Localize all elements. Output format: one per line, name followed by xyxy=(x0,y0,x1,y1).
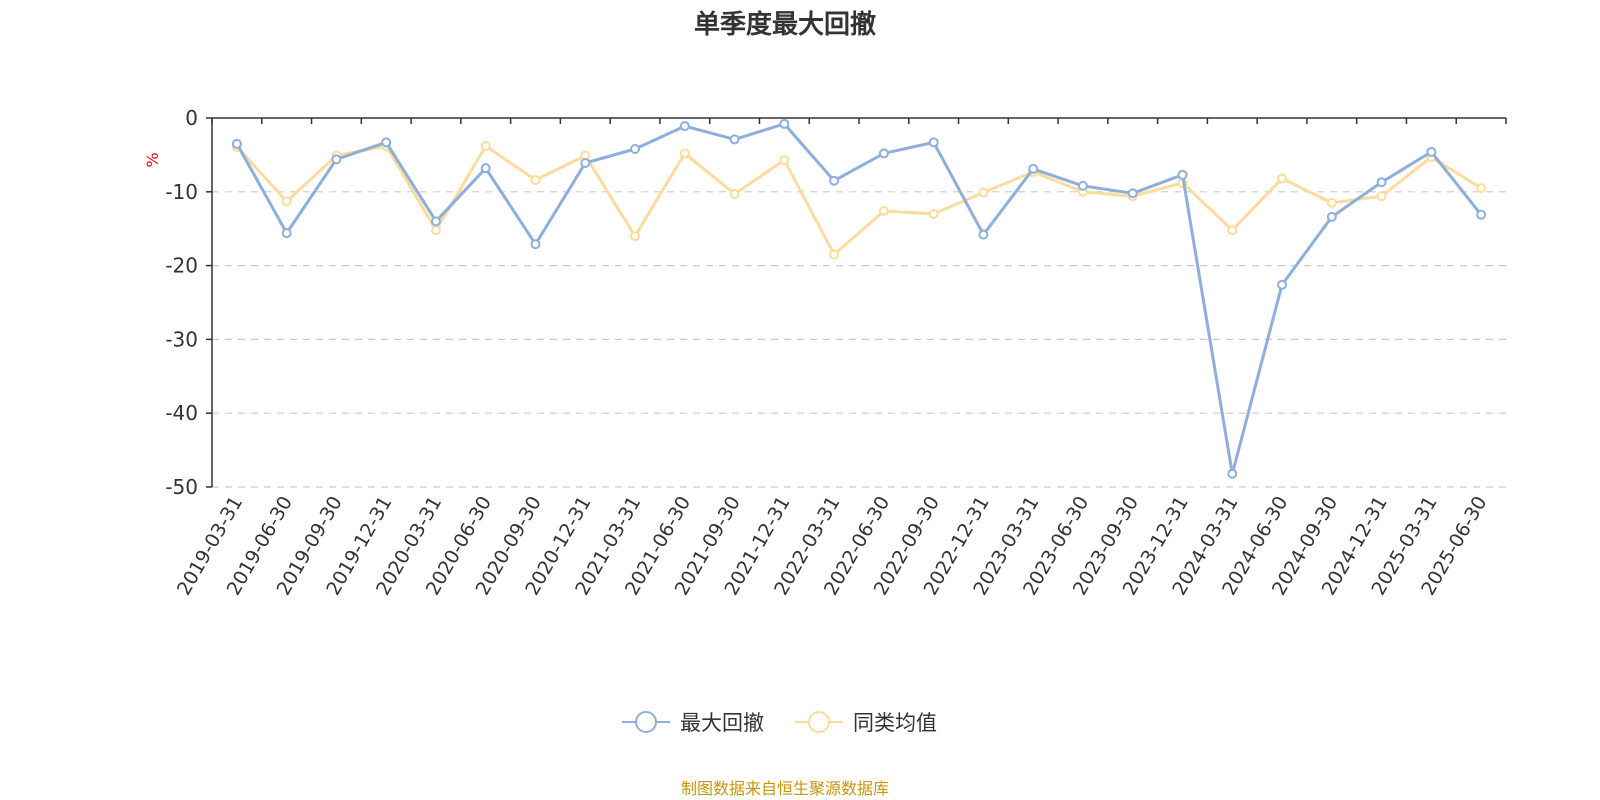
data-point[interactable] xyxy=(281,228,292,239)
data-point[interactable] xyxy=(829,249,840,260)
data-point[interactable] xyxy=(430,225,441,236)
legend-marker xyxy=(635,711,657,733)
data-point[interactable] xyxy=(1028,163,1039,174)
series-line xyxy=(235,122,1483,476)
data-point[interactable] xyxy=(779,155,790,166)
data-point[interactable] xyxy=(829,175,840,186)
y-tick-label: -20 xyxy=(165,254,198,278)
data-point[interactable] xyxy=(1326,211,1337,222)
data-point[interactable] xyxy=(729,134,740,145)
legend-item[interactable]: 最大回撤 xyxy=(622,711,764,735)
series-line xyxy=(235,144,1482,256)
data-point[interactable] xyxy=(281,196,292,207)
data-point[interactable] xyxy=(1227,225,1238,236)
chart-title: 单季度最大回撤 xyxy=(694,9,876,40)
data-point[interactable] xyxy=(580,158,591,169)
data-point[interactable] xyxy=(381,137,392,148)
data-point[interactable] xyxy=(729,189,740,200)
data-point[interactable] xyxy=(530,239,541,250)
data-point[interactable] xyxy=(1277,173,1288,184)
data-point[interactable] xyxy=(1277,279,1288,290)
y-tick-label: -50 xyxy=(165,475,198,499)
data-point[interactable] xyxy=(1177,169,1188,180)
data-point[interactable] xyxy=(630,231,641,242)
series-2 xyxy=(231,141,1487,260)
data-point[interactable] xyxy=(878,205,889,216)
data-point[interactable] xyxy=(231,138,242,149)
data-point[interactable] xyxy=(679,148,690,159)
data-point[interactable] xyxy=(679,121,690,132)
y-tick-label: 0 xyxy=(185,106,198,130)
data-point[interactable] xyxy=(878,148,889,159)
data-point[interactable] xyxy=(1476,183,1487,194)
data-point[interactable] xyxy=(1376,177,1387,188)
data-point[interactable] xyxy=(1376,191,1387,202)
legend-marker xyxy=(808,711,830,733)
data-point[interactable] xyxy=(978,229,989,240)
y-axis-unit: % xyxy=(143,152,162,167)
data-point[interactable] xyxy=(928,208,939,219)
grid-lines xyxy=(212,191,1506,488)
legend-item[interactable]: 同类均值 xyxy=(795,711,937,735)
data-point[interactable] xyxy=(978,187,989,198)
data-point[interactable] xyxy=(430,216,441,227)
legend[interactable]: 最大回撤 同类均值 xyxy=(622,711,937,735)
data-point[interactable] xyxy=(1326,197,1337,208)
data-point[interactable] xyxy=(779,118,790,129)
series-lines xyxy=(231,118,1487,479)
source-note: 制图数据来自恒生聚源数据库 xyxy=(681,779,889,798)
data-point[interactable] xyxy=(480,141,491,152)
data-point[interactable] xyxy=(331,154,342,165)
y-tick-label: -40 xyxy=(165,401,198,425)
data-point[interactable] xyxy=(1077,180,1088,191)
series-1 xyxy=(231,118,1487,479)
legend-label: 同类均值 xyxy=(853,711,937,735)
data-point[interactable] xyxy=(1476,209,1487,220)
data-point[interactable] xyxy=(630,143,641,154)
data-point[interactable] xyxy=(1227,468,1238,479)
data-point[interactable] xyxy=(928,137,939,148)
data-point[interactable] xyxy=(1426,146,1437,157)
y-tick-label: -10 xyxy=(165,180,198,204)
y-tick-label: -30 xyxy=(165,327,198,351)
data-point[interactable] xyxy=(1127,188,1138,199)
data-point[interactable] xyxy=(530,174,541,185)
data-point[interactable] xyxy=(480,163,491,174)
legend-label: 最大回撤 xyxy=(680,711,764,735)
